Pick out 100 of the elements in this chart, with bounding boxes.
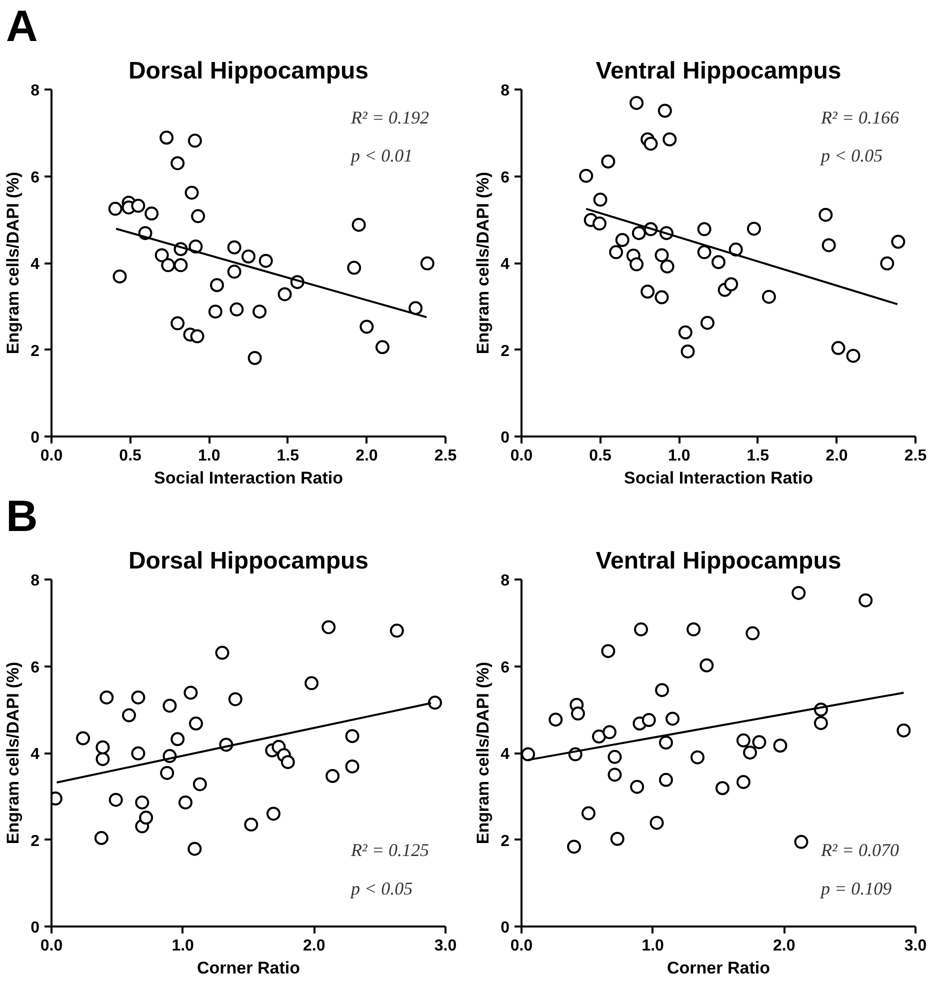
point xyxy=(184,186,199,200)
point xyxy=(752,735,766,750)
point xyxy=(522,747,536,762)
point xyxy=(658,104,672,118)
point xyxy=(208,304,222,319)
point xyxy=(160,766,174,780)
y-tick-label: 8 xyxy=(500,572,510,590)
annotation: p < 0.05 xyxy=(348,878,413,898)
y-tick-label: 4 xyxy=(500,256,510,273)
y-tick-label: 4 xyxy=(30,256,40,273)
x-tick-label: 0.0 xyxy=(510,938,533,954)
point xyxy=(610,832,624,846)
point xyxy=(352,218,366,232)
text: A xyxy=(6,2,38,51)
x-tick-label: 0.0 xyxy=(40,938,63,954)
y-tick-label: 2 xyxy=(500,342,510,360)
point xyxy=(896,723,911,738)
point xyxy=(322,620,336,634)
point xyxy=(228,692,242,706)
y-tick-label: 8 xyxy=(500,82,510,100)
point xyxy=(712,255,726,270)
point xyxy=(880,256,894,270)
point xyxy=(190,329,204,344)
x-tick-label: 1.0 xyxy=(198,448,220,464)
point xyxy=(174,258,188,272)
point xyxy=(131,746,146,760)
annotation: p = 0.109 xyxy=(818,878,892,898)
point xyxy=(773,738,788,753)
y-tick-label: 8 xyxy=(30,572,40,590)
point xyxy=(654,248,669,262)
point xyxy=(762,290,776,304)
point xyxy=(642,713,656,728)
annotation: R² = 0.166 xyxy=(820,107,899,128)
annotation: R² = 0.192 xyxy=(350,107,429,128)
point xyxy=(846,348,860,363)
point xyxy=(690,750,704,764)
point xyxy=(304,676,319,690)
point xyxy=(602,725,616,740)
point xyxy=(792,586,806,600)
point xyxy=(108,202,122,216)
y-tick-label: 6 xyxy=(30,169,40,186)
point xyxy=(686,622,701,636)
point xyxy=(360,320,374,334)
point xyxy=(601,154,616,168)
point xyxy=(210,278,224,292)
point xyxy=(162,698,177,713)
x-tick-label: 1.5 xyxy=(276,448,300,464)
y-tick-label: 0 xyxy=(500,920,510,936)
point xyxy=(100,690,114,704)
x-tick-label: 1.0 xyxy=(642,938,664,954)
x-tick-label: 2.0 xyxy=(826,448,848,464)
point xyxy=(428,696,442,710)
x-axis-title: Corner Ratio xyxy=(197,958,300,978)
y-tick-label: 0 xyxy=(30,920,40,936)
point xyxy=(736,733,750,748)
point xyxy=(634,622,648,636)
point xyxy=(347,260,362,275)
point xyxy=(230,302,244,316)
y-axis-title: Engram cells/DAPI (%) xyxy=(4,662,23,844)
x-tick-label: 0.5 xyxy=(119,448,142,464)
point xyxy=(244,818,258,832)
point xyxy=(227,264,242,279)
annotation: R² = 0.070 xyxy=(820,840,899,860)
y-axis-title: Engram cells/DAPI (%) xyxy=(474,172,493,354)
chart-title: Ventral Hippocampus xyxy=(596,548,842,574)
point xyxy=(160,130,174,145)
chart-title: Dorsal Hippocampus xyxy=(128,58,369,84)
point xyxy=(188,134,202,148)
x-tick-label: 3.0 xyxy=(904,938,927,954)
x-axis-title: Social Interaction Ratio xyxy=(154,468,343,488)
point xyxy=(655,683,670,698)
point xyxy=(592,730,606,744)
point xyxy=(715,781,730,796)
point xyxy=(570,706,585,721)
point xyxy=(131,690,146,704)
y-tick-label: 6 xyxy=(500,659,510,676)
point xyxy=(640,284,655,299)
point xyxy=(814,716,828,730)
point xyxy=(746,626,760,640)
x-tick-label: 2.0 xyxy=(773,938,796,954)
x-tick-label: 2.0 xyxy=(356,448,378,464)
x-axis-title: Social Interaction Ratio xyxy=(624,468,813,488)
point xyxy=(736,775,750,790)
point xyxy=(170,732,185,746)
point xyxy=(615,233,630,247)
y-tick-label: 6 xyxy=(30,659,40,676)
point xyxy=(858,593,873,608)
point xyxy=(161,258,176,272)
point xyxy=(654,290,669,304)
x-axis-title: Corner Ratio xyxy=(667,958,770,978)
chart-title: Ventral Hippocampus xyxy=(596,58,842,84)
point xyxy=(135,795,150,810)
point xyxy=(658,772,673,787)
y-tick-label: 2 xyxy=(500,832,510,850)
x-tick-label: 2.5 xyxy=(434,448,457,464)
point xyxy=(278,287,292,302)
point xyxy=(630,96,644,110)
y-axis-title: Engram cells/DAPI (%) xyxy=(4,172,23,354)
annotation: p < 0.05 xyxy=(818,145,883,166)
point xyxy=(818,208,833,222)
